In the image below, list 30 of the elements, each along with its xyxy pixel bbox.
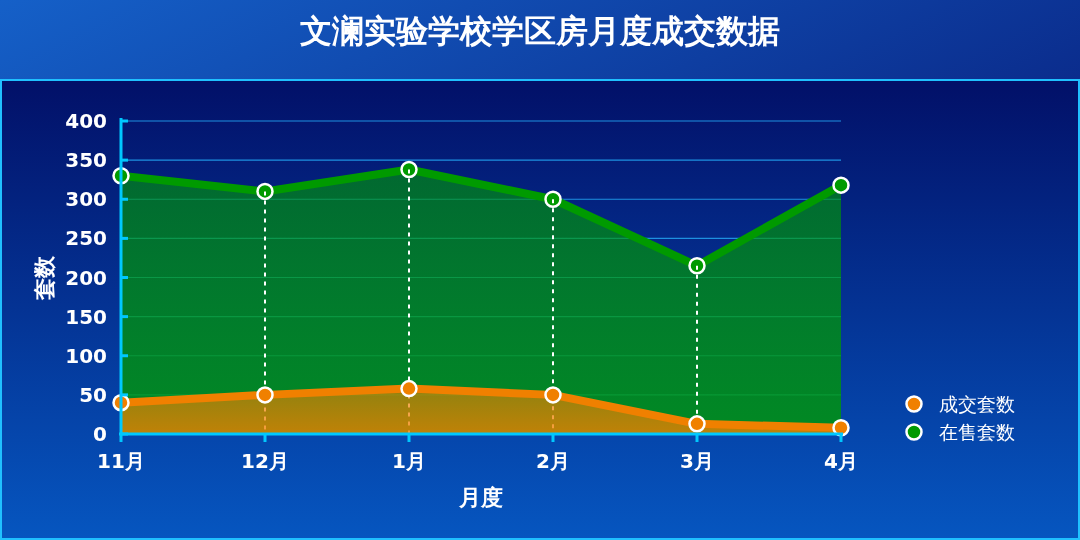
y-tick-label: 400 [65,109,107,133]
legend-label: 在售套数 [939,421,1015,443]
point [688,257,706,275]
y-tick-label: 300 [65,187,107,212]
y-tick-label: 100 [65,343,107,368]
y-tick-label: 0 [93,422,107,446]
point [832,418,850,437]
point [400,379,418,398]
point [688,415,706,433]
x-tick-label: 4月 [824,449,858,473]
point [544,190,562,208]
x-tick-label: 11月 [97,449,145,473]
x-tick-label: 12月 [241,449,289,473]
y-axis-title: 套数 [32,254,57,301]
legend-label: 成交套数 [939,393,1015,415]
chart-title: 文澜实验学校学区房月度成交数据 [300,12,780,50]
x-tick-label: 3月 [680,449,714,473]
point [400,160,418,179]
point [256,386,274,404]
y-tick-label: 350 [65,148,107,173]
y-tick-label: 250 [65,226,107,251]
x-tick-label: 2月 [536,449,570,473]
x-axis-title: 月度 [458,485,503,510]
point [832,176,850,194]
point [256,182,274,201]
point [544,386,562,404]
x-tick-label: 1月 [392,449,426,473]
y-tick-label: 200 [65,265,107,290]
y-tick-label: 50 [79,382,107,407]
y-tick-label: 150 [65,304,107,329]
